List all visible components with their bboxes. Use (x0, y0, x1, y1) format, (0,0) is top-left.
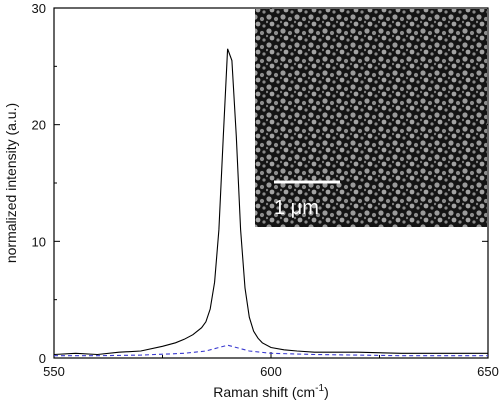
x-tick-label: 650 (477, 364, 499, 379)
x-axis-title-suffix: ) (324, 384, 329, 400)
axis-ticks (53, 7, 489, 359)
x-tick-label: 550 (43, 364, 65, 379)
x-tick-labels: 550 600 650 (43, 364, 499, 379)
x-tick-label: 600 (260, 364, 282, 379)
spectrum-line-solid (54, 48, 488, 356)
y-tick-label: 0 (39, 351, 46, 366)
series-group (54, 48, 488, 357)
x-axis-title-superscript: -1 (315, 383, 324, 394)
sem-inset-image: 1 μm (255, 9, 487, 227)
spectrum-line-dashed (54, 344, 488, 357)
x-axis-title: Raman shift (cm-1) (213, 383, 329, 400)
y-tick-label: 20 (32, 118, 46, 133)
y-tick-label: 10 (32, 234, 46, 249)
scale-bar-label: 1 μm (274, 197, 319, 219)
sem-inset-background (255, 9, 487, 227)
y-tick-labels: 0 10 20 30 (32, 1, 46, 366)
y-tick-label: 30 (32, 1, 46, 16)
y-axis-title: normalized intensity (a.u.) (3, 103, 19, 263)
x-axis-title-main: Raman shift (cm (213, 384, 315, 400)
